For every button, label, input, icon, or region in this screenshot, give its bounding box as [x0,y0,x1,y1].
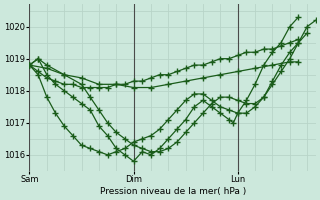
X-axis label: Pression niveau de la mer( hPa ): Pression niveau de la mer( hPa ) [100,187,246,196]
